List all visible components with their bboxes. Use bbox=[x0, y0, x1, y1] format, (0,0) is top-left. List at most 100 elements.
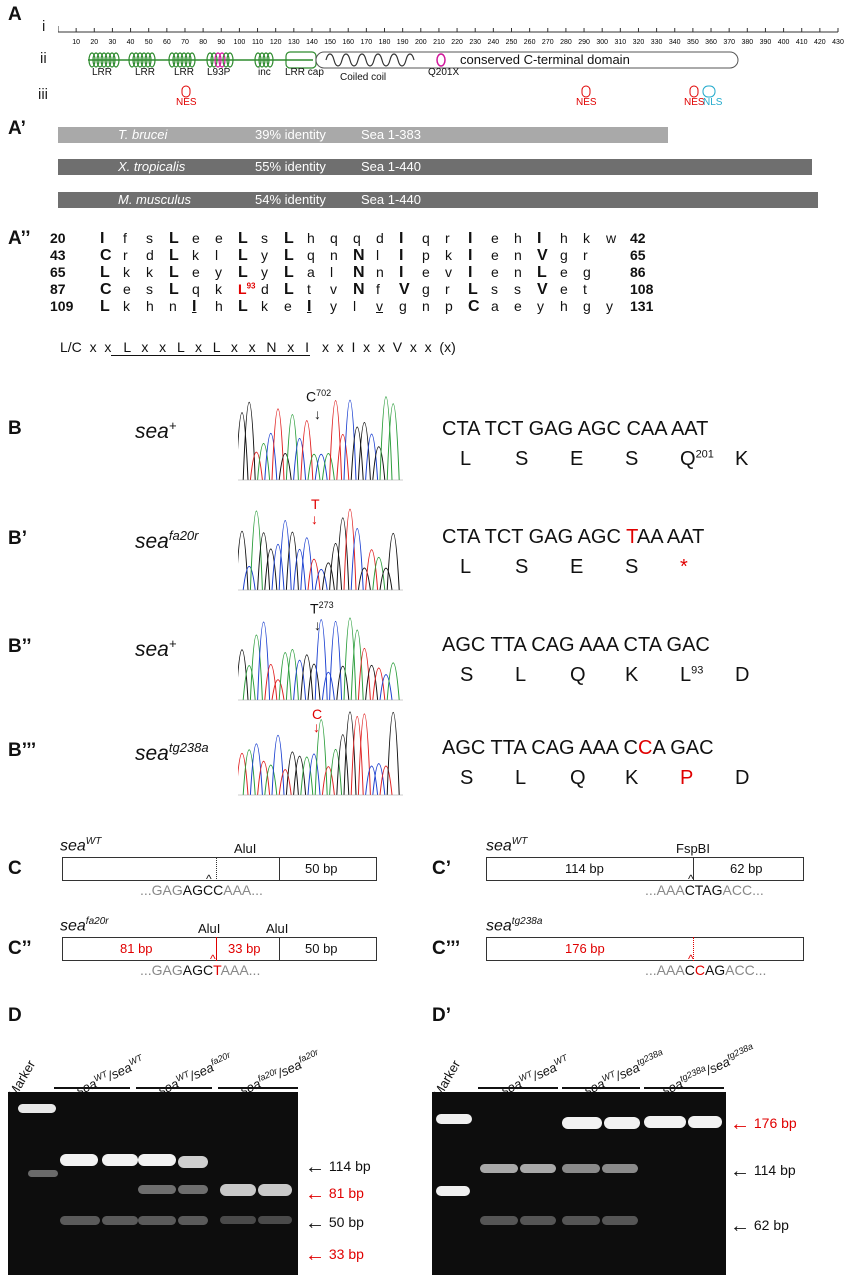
residue: e bbox=[215, 230, 223, 246]
label-lrr-2: LRR bbox=[135, 67, 156, 78]
sea-range: Sea 1-383 bbox=[361, 127, 421, 142]
residue: r bbox=[123, 247, 128, 263]
lane-group-line bbox=[218, 1087, 298, 1089]
residue: t bbox=[307, 281, 311, 297]
trace-peak bbox=[379, 765, 393, 796]
arrow-left-icon: ← bbox=[730, 1160, 750, 1182]
ruler-tick-label: 50 bbox=[145, 39, 153, 46]
amino-acid: K bbox=[625, 767, 639, 789]
residue: n bbox=[169, 298, 177, 314]
trace-peak bbox=[343, 617, 357, 701]
trace-peak bbox=[293, 755, 307, 796]
residue: e bbox=[192, 230, 200, 246]
residue: I bbox=[399, 230, 404, 247]
chromatogram-b-triple-prime bbox=[238, 711, 403, 796]
enzyme-alui-2: AluI bbox=[266, 921, 289, 936]
fragment-114bp: 114 bp bbox=[565, 861, 604, 876]
trace-peak bbox=[372, 763, 386, 796]
gel-band bbox=[644, 1116, 686, 1128]
residue: e bbox=[491, 264, 499, 280]
trace-peak bbox=[350, 426, 364, 481]
ruler-tick-label: 310 bbox=[614, 39, 626, 46]
row-start: 43 bbox=[50, 247, 66, 263]
lane-group-line bbox=[562, 1087, 640, 1089]
residue: N bbox=[353, 281, 365, 298]
down-arrow-icon: ↓ bbox=[311, 511, 318, 527]
residue: s bbox=[261, 230, 268, 246]
ruler-tick-label: 180 bbox=[379, 39, 391, 46]
domain-architecture bbox=[88, 51, 739, 69]
residue: a bbox=[491, 298, 499, 314]
trace-peak bbox=[249, 510, 263, 591]
arrow-left-icon: ← bbox=[730, 1113, 750, 1135]
gel-band bbox=[604, 1117, 640, 1129]
panel-label-a: A bbox=[8, 4, 22, 25]
coiled-coil-helix bbox=[325, 53, 415, 67]
lane-group-line bbox=[644, 1087, 724, 1089]
trace-peak bbox=[300, 756, 314, 796]
residue: C bbox=[468, 298, 480, 315]
ruler-tick-label: 300 bbox=[596, 39, 608, 46]
trace-peak bbox=[257, 621, 271, 701]
ruler-tick-label: 330 bbox=[651, 39, 663, 46]
ruler-tick-label: 380 bbox=[741, 39, 753, 46]
residue: w bbox=[606, 230, 617, 246]
lane-label-d-3: seafa20r/seafa20r bbox=[237, 1046, 320, 1099]
trace-peak bbox=[307, 558, 321, 591]
size-label-d-50: ← 50 bp bbox=[305, 1212, 364, 1234]
fragment-33bp: 33 bp bbox=[228, 941, 261, 956]
gel-image-d bbox=[8, 1092, 298, 1275]
residue: r bbox=[445, 230, 450, 246]
trace-peak bbox=[329, 748, 343, 796]
residue: g bbox=[422, 281, 430, 297]
trace-peak bbox=[329, 400, 343, 481]
trace-peak bbox=[264, 764, 278, 796]
residue: L bbox=[537, 264, 547, 281]
label-lrr-cap: LRR cap bbox=[285, 67, 324, 78]
trace-peak bbox=[249, 743, 263, 796]
ruler-tick-label: 80 bbox=[199, 39, 207, 46]
residue: I bbox=[468, 230, 473, 247]
residue: k bbox=[192, 247, 199, 263]
trace-peak bbox=[321, 562, 335, 591]
panel-label-d: D bbox=[8, 1005, 22, 1026]
residue: n bbox=[514, 264, 522, 280]
trace-peak bbox=[357, 422, 371, 481]
row-label-iii: iii bbox=[38, 86, 48, 103]
residue: e bbox=[123, 281, 131, 297]
residue: I bbox=[537, 230, 542, 247]
trace-peak bbox=[242, 665, 256, 701]
amino-acid: P bbox=[680, 767, 694, 789]
species-name: M. musculus bbox=[118, 192, 191, 207]
caret-icon: ^ bbox=[688, 952, 694, 966]
trace-peak bbox=[357, 647, 371, 701]
gel-band bbox=[138, 1154, 176, 1166]
ruler-tick-label: 340 bbox=[669, 39, 681, 46]
trace-peak bbox=[314, 568, 328, 591]
ruler-tick-label: 410 bbox=[796, 39, 808, 46]
gel-band bbox=[562, 1117, 602, 1129]
row-start: 20 bbox=[50, 230, 66, 246]
trace-peak bbox=[350, 629, 364, 701]
residue: l bbox=[215, 247, 219, 263]
ruler-tick-label: 170 bbox=[361, 39, 373, 46]
size-label-d-prime-62: ← 62 bp bbox=[730, 1215, 789, 1237]
ruler-tick-label: 110 bbox=[252, 39, 263, 46]
amplicon-c-triple-prime bbox=[486, 937, 804, 961]
residue: l bbox=[353, 298, 357, 314]
residue: l bbox=[376, 247, 380, 263]
cut-site-c-prime bbox=[693, 857, 694, 881]
residue: I bbox=[192, 298, 197, 315]
ruler-tick-label: 10 bbox=[72, 39, 80, 46]
ruler-tick-label: 270 bbox=[542, 39, 554, 46]
residue: y bbox=[606, 298, 613, 314]
ruler-tick-label: 120 bbox=[270, 39, 282, 46]
trace-peak bbox=[238, 649, 249, 701]
residue: f bbox=[376, 281, 380, 297]
residue: y bbox=[261, 247, 268, 263]
ruler-tick-label: 100 bbox=[234, 39, 246, 46]
